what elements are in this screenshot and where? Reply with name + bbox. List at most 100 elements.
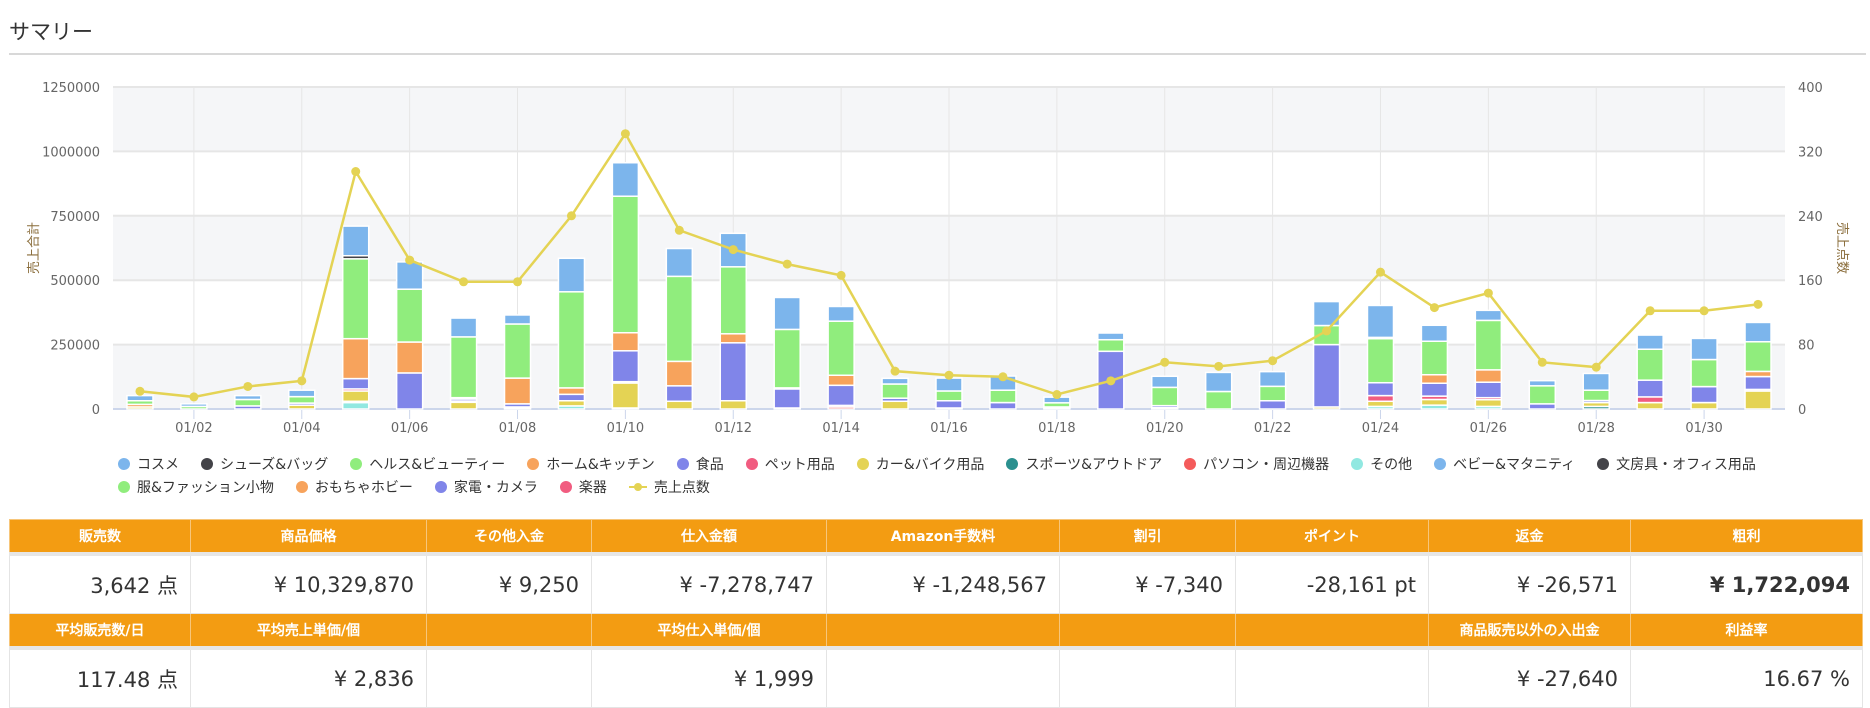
bar-segment[interactable] [1150,375,1179,389]
bar-segment[interactable] [1312,300,1341,327]
legend-item[interactable]: その他 [1351,454,1412,474]
bar-segment[interactable] [1258,400,1287,410]
bar-segment[interactable] [395,288,424,343]
legend-item[interactable]: ペット用品 [745,454,835,474]
legend-item[interactable]: おもちゃホビー [295,477,413,497]
bar-segment[interactable] [1366,394,1395,403]
bar-segment[interactable] [503,323,532,379]
line-point[interactable] [1052,390,1062,400]
bar-segment[interactable] [1690,385,1718,404]
bar-segment[interactable] [1366,304,1395,339]
bar-segment[interactable] [557,400,586,407]
line-point[interactable] [782,259,792,269]
bar-segment[interactable] [1744,341,1772,373]
bar-segment[interactable] [989,389,1017,404]
bar-segment[interactable] [935,400,963,409]
line-point[interactable] [944,370,954,380]
legend-item[interactable]: パソコン・周辺機器 [1184,454,1329,474]
line-point[interactable] [1537,357,1547,367]
bar-segment[interactable] [1690,358,1718,388]
bar-segment[interactable] [395,341,424,374]
bar-segment[interactable] [341,337,370,380]
bar-segment[interactable] [665,275,694,363]
bar-segment[interactable] [773,328,801,389]
legend-item[interactable]: シューズ&バッグ [201,454,328,474]
line-point[interactable] [1268,356,1278,366]
line-point[interactable] [836,270,846,280]
legend-item[interactable]: ホーム&キッチン [527,454,655,474]
bar-segment[interactable] [503,314,532,325]
bar-segment[interactable] [719,333,748,344]
bar-segment[interactable] [881,383,909,399]
bar-segment[interactable] [611,350,640,383]
bar-segment[interactable] [719,266,748,335]
bar-segment[interactable] [827,384,855,407]
bar-segment[interactable] [665,400,694,410]
bar-segment[interactable] [827,374,855,387]
bar-segment[interactable] [341,225,370,257]
bar-segment[interactable] [611,332,640,352]
line-point[interactable] [1214,361,1224,371]
bar-segment[interactable] [827,305,855,322]
line-point[interactable] [1160,357,1170,367]
bar-segment[interactable] [341,377,370,390]
line-point[interactable] [566,211,576,221]
bar-segment[interactable] [395,372,424,410]
bar-segment[interactable] [1420,373,1449,384]
bar-segment[interactable] [1474,381,1503,399]
bar-segment[interactable] [611,195,640,334]
line-point[interactable] [1375,267,1385,277]
line-point[interactable] [1699,306,1709,316]
line-point[interactable] [890,366,900,376]
bar-segment[interactable] [665,385,694,403]
bar-segment[interactable] [881,377,909,385]
line-point[interactable] [1106,376,1116,386]
line-point[interactable] [189,392,199,402]
bar-segment[interactable] [449,317,478,338]
legend-item[interactable]: 文房具・オフィス用品 [1597,454,1756,474]
bar-segment[interactable] [234,398,262,407]
bar-segment[interactable] [288,395,316,404]
line-point[interactable] [1483,288,1493,298]
bar-segment[interactable] [1582,389,1610,402]
bar-segment[interactable] [1636,396,1664,404]
bar-segment[interactable] [719,342,748,402]
legend-item[interactable]: 楽器 [559,477,607,497]
bar-segment[interactable] [1474,309,1503,322]
bar-segment[interactable] [665,360,694,387]
legend-item[interactable]: 家電・カメラ [434,477,538,497]
bar-segment[interactable] [773,388,801,409]
line-point[interactable] [1591,362,1601,372]
bar-segment[interactable] [503,377,532,405]
legend-item[interactable]: ベビー&マタニティ [1434,454,1575,474]
line-point[interactable] [1429,303,1439,313]
bar-segment[interactable] [1474,398,1503,408]
bar-segment[interactable] [449,401,478,410]
bar-segment[interactable] [719,400,748,410]
line-point[interactable] [620,129,630,139]
line-point[interactable] [459,277,469,287]
bar-segment[interactable] [1636,348,1664,381]
bar-segment[interactable] [1744,370,1772,378]
bar-segment[interactable] [1528,403,1557,410]
legend-item[interactable]: カー&バイク用品 [856,454,984,474]
legend-item[interactable]: 服&ファッション小物 [118,477,274,497]
bar-segment[interactable] [341,401,370,410]
line-point[interactable] [351,167,361,177]
bar-segment[interactable] [1366,381,1395,397]
line-point[interactable] [1322,326,1332,336]
line-point[interactable] [135,386,145,396]
line-point[interactable] [1645,306,1655,316]
bar-segment[interactable] [1636,379,1664,398]
bar-segment[interactable] [1474,369,1503,383]
line-point[interactable] [243,381,253,391]
bar-segment[interactable] [1150,386,1179,407]
bar-segment[interactable] [1744,321,1772,343]
bar-segment[interactable] [1097,332,1125,341]
bar-segment[interactable] [288,389,316,398]
legend-item[interactable]: スポーツ&アウトドア [1006,454,1162,474]
bar-segment[interactable] [557,393,586,402]
bar-segment[interactable] [557,257,586,293]
bar-segment[interactable] [1258,385,1287,402]
bar-segment[interactable] [1312,343,1341,408]
